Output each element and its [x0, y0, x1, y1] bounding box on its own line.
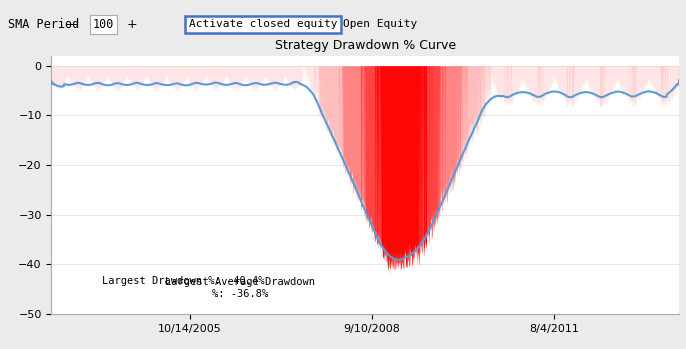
Title: Strategy Drawdown % Curve: Strategy Drawdown % Curve — [274, 39, 456, 52]
Text: Activate closed equity: Activate closed equity — [189, 20, 337, 29]
Text: Open Equity: Open Equity — [343, 20, 417, 29]
Text: Largest Drawdown %: -40.4%: Largest Drawdown %: -40.4% — [102, 275, 264, 285]
Text: Largest Average Drawdown
%: -36.8%: Largest Average Drawdown %: -36.8% — [165, 277, 315, 299]
Text: SMA Period: SMA Period — [8, 18, 80, 31]
Text: 100: 100 — [93, 18, 114, 31]
Text: —: — — [65, 18, 78, 31]
Text: +: + — [127, 18, 137, 31]
